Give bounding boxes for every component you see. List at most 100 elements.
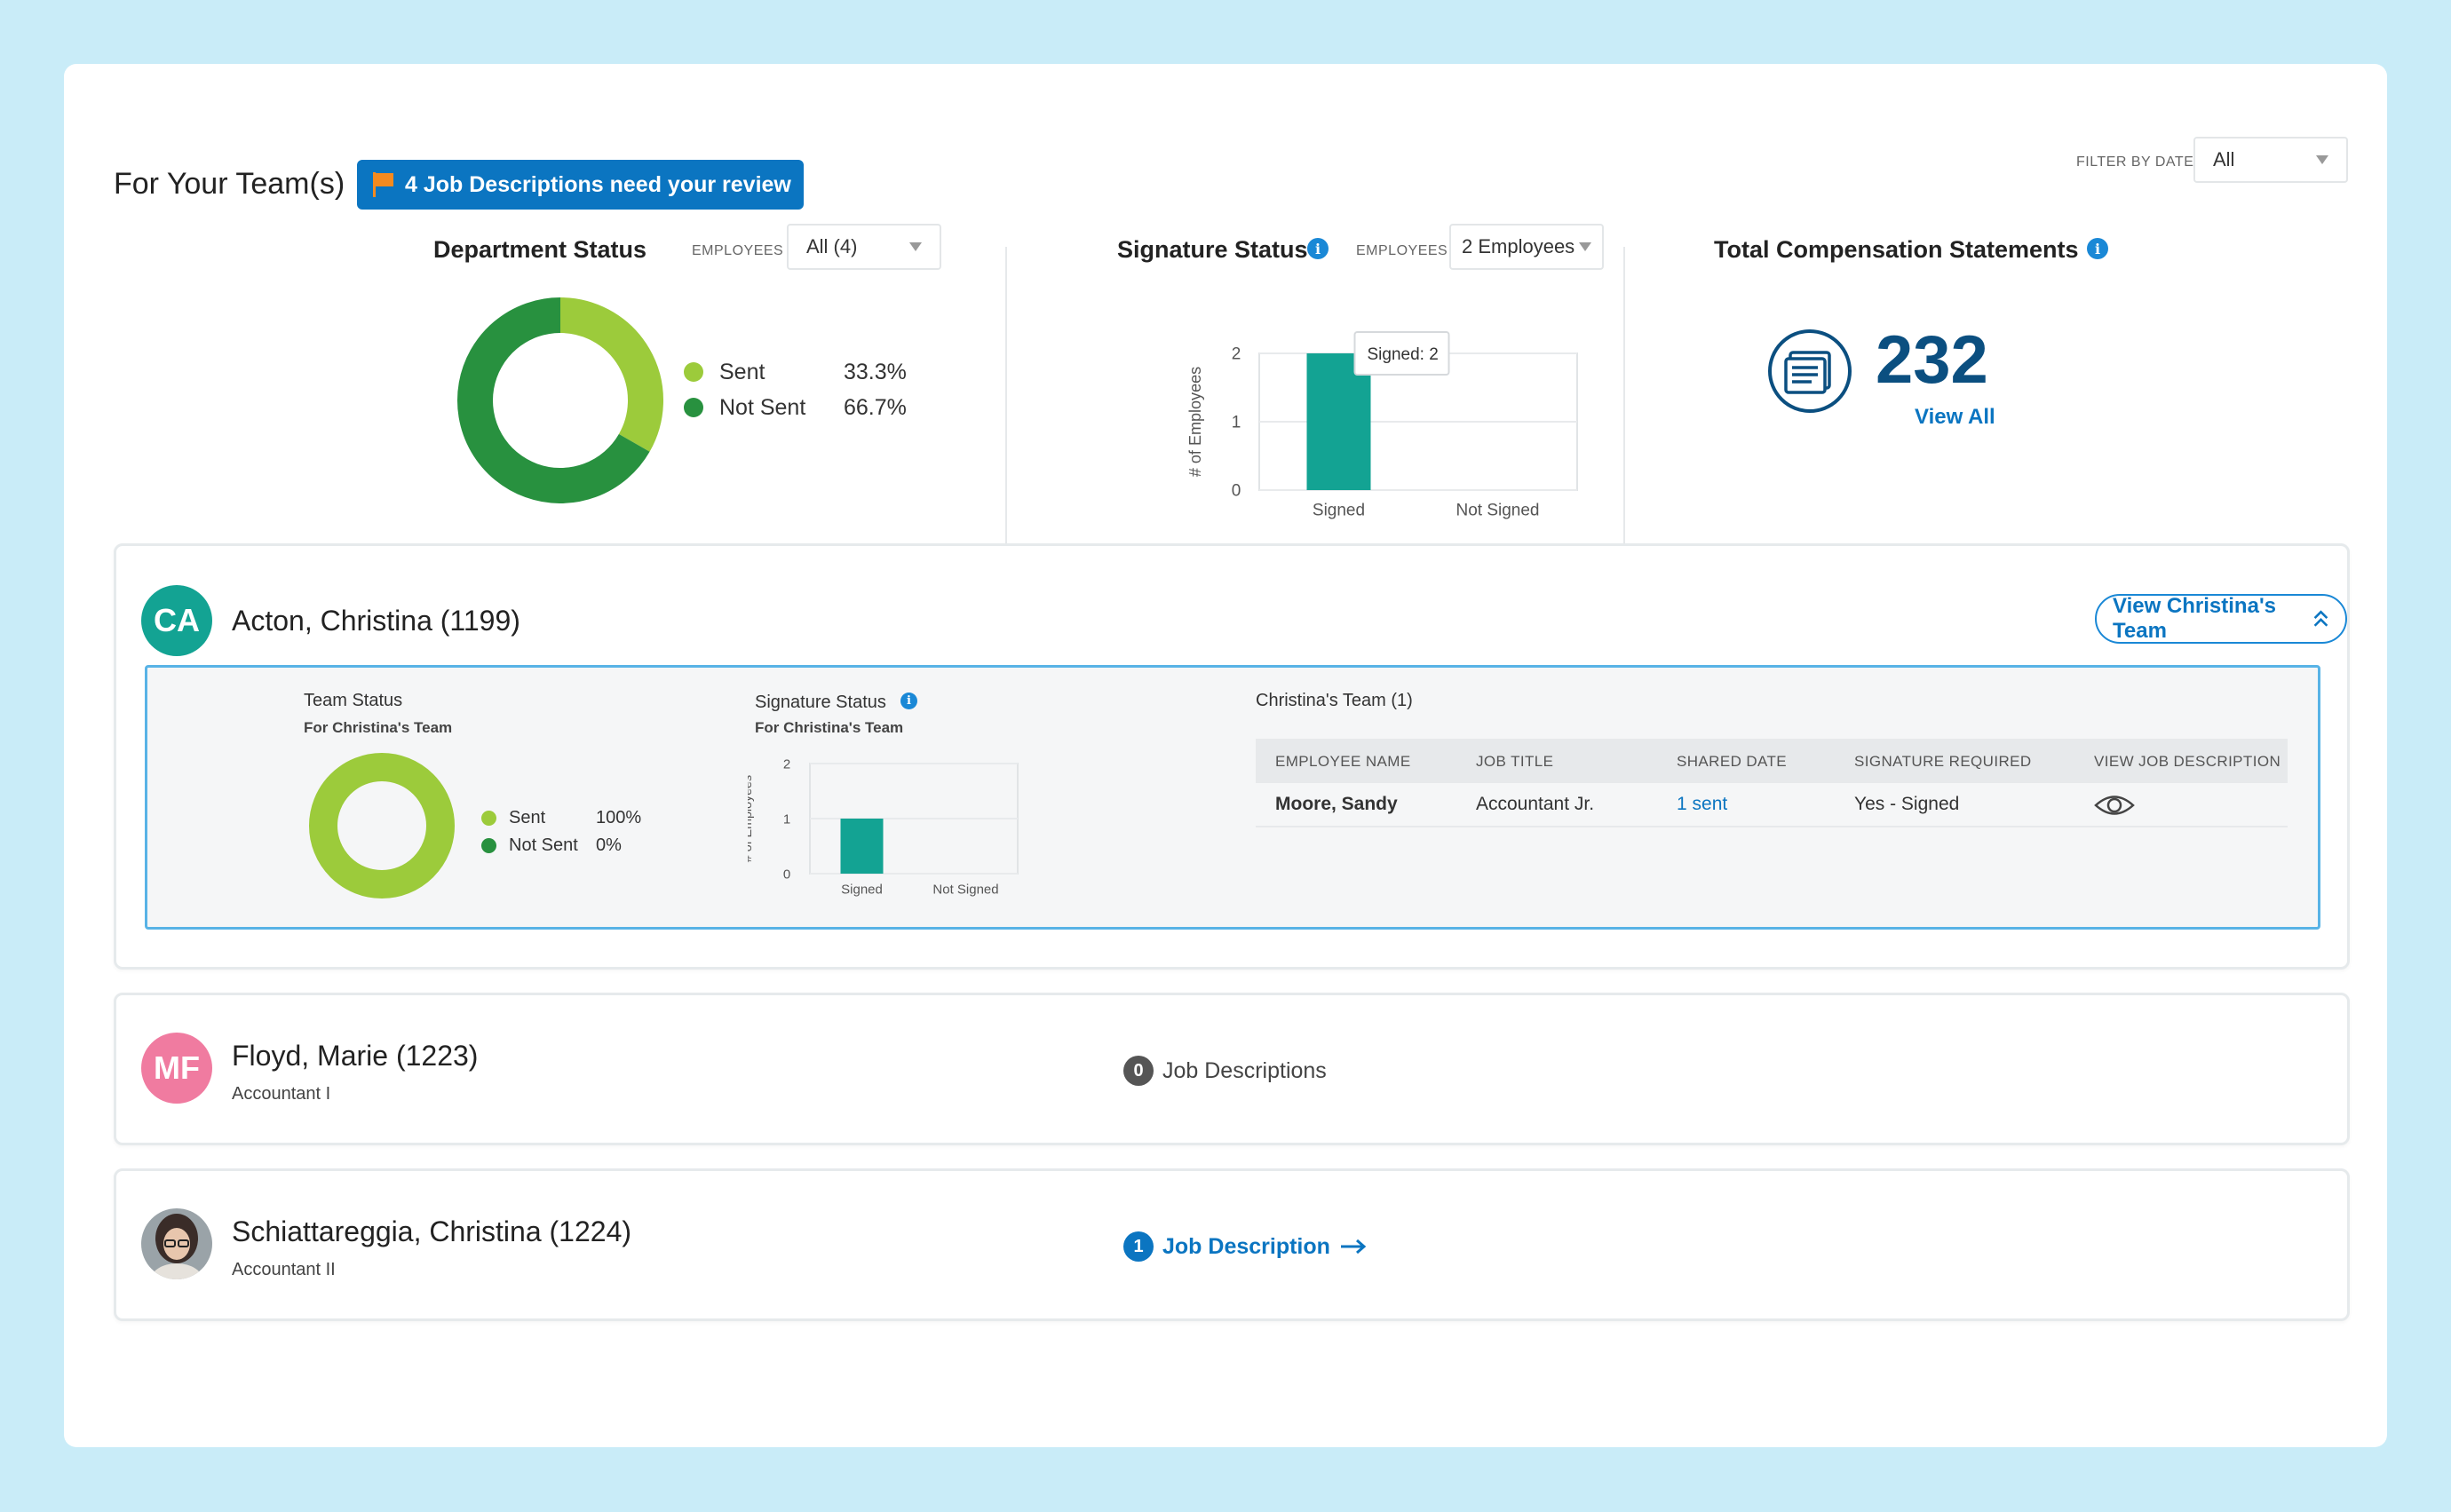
sent-dot-icon [481, 811, 496, 826]
job-descriptions-label: Job Descriptions [1162, 1057, 1327, 1083]
signature-required-cell: Yes - Signed [1854, 794, 1960, 814]
department-employees-label: EMPLOYEES [692, 243, 784, 258]
legend-item-sent: Sent 33.3% [684, 354, 907, 390]
count-badge: 0 [1123, 1056, 1154, 1086]
x-tick-label: Signed [1313, 502, 1365, 520]
team-table-header: EMPLOYEE NAME JOB TITLE SHARED DATE SIGN… [1256, 739, 2288, 783]
info-icon[interactable]: i [1307, 238, 1329, 259]
eye-icon[interactable] [2094, 792, 2135, 819]
y-tick-label: 2 [1232, 345, 1241, 364]
department-employees-select[interactable]: All (4) [787, 224, 941, 270]
review-button-label: 4 Job Descriptions need your review [405, 171, 791, 197]
department-donut-chart [457, 297, 663, 503]
legend-item-not-sent: Not Sent 66.7% [684, 390, 907, 425]
tooltip: Signed: 2 [1353, 331, 1450, 376]
job-title-cell: Accountant Jr. [1476, 794, 1595, 814]
team-status-title: Team Status [304, 691, 403, 710]
column-header: SHARED DATE [1677, 753, 1788, 770]
chevron-double-up-icon [2313, 610, 2328, 627]
column-header: EMPLOYEE NAME [1275, 753, 1411, 770]
compensation-title: Total Compensation Statements [1714, 236, 2079, 263]
view-all-link[interactable]: View All [1915, 405, 1995, 429]
signature-employees-select[interactable]: 2 Employees [1449, 224, 1604, 270]
shared-date-link[interactable]: 1 sent [1677, 794, 1728, 814]
dashboard-card: For Your Team(s) 4 Job Descriptions need… [64, 64, 2387, 1447]
bar-signed[interactable] [840, 819, 884, 874]
team-status-subtitle: For Christina's Team [304, 719, 453, 736]
team-signature-bar-chart: 0 1 2 # of Employees Signed Not Signed [748, 756, 1019, 898]
info-icon[interactable]: i [2087, 238, 2108, 259]
donut-slice-not-sent [457, 297, 650, 503]
x-tick-label: Not Signed [1456, 502, 1539, 520]
legend-value: 66.7% [844, 394, 907, 420]
view-team-label: View Christina's Team [2113, 594, 2276, 643]
legend-value: 100% [596, 808, 642, 827]
team-legend: Sent 100% Not Sent 0% [481, 804, 641, 859]
department-legend: Sent 33.3% Not Sent 66.7% [684, 354, 907, 425]
team-signature-title: Signature Status [755, 693, 886, 712]
column-header: SIGNATURE REQUIRED [1854, 753, 2032, 770]
not-sent-dot-icon [684, 398, 703, 417]
avatar: CA [141, 585, 212, 656]
sent-dot-icon [684, 362, 703, 382]
employee-panel-acton: CA Acton, Christina (1199) View Christin… [114, 543, 2350, 970]
document-icon [1768, 329, 1852, 413]
team-signature-subtitle: For Christina's Team [755, 719, 904, 736]
employee-name: Acton, Christina (1199) [232, 605, 520, 637]
employee-job-title: Accountant I [232, 1084, 331, 1104]
filter-by-date-value: All [2213, 148, 2235, 170]
count-badge: 1 [1123, 1231, 1154, 1262]
legend-value: 0% [596, 835, 622, 855]
flag-icon [373, 172, 394, 197]
y-tick-label: 2 [783, 756, 790, 772]
chevron-down-icon [2316, 155, 2328, 164]
bar-signed[interactable] [1306, 353, 1371, 490]
y-tick-label: 1 [1232, 414, 1241, 432]
y-axis-label: # of Employees [1186, 367, 1204, 477]
employee-panel-schiattareggia: Schiattareggia, Christina (1224) Account… [114, 1168, 2350, 1321]
job-description-link[interactable]: 1 Job Description [1123, 1231, 1368, 1262]
compensation-count: 232 [1876, 322, 1988, 398]
y-tick-label: 0 [1232, 482, 1241, 501]
column-header: JOB TITLE [1476, 753, 1554, 770]
donut-slice-sent [559, 297, 663, 452]
legend-item-not-sent: Not Sent 0% [481, 832, 641, 859]
view-team-button[interactable]: View Christina's Team [2095, 594, 2347, 644]
department-employees-value: All (4) [806, 235, 858, 257]
employee-panel-floyd: MF Floyd, Marie (1223) Accountant I 0 Jo… [114, 993, 2350, 1145]
department-status-title: Department Status [433, 236, 647, 263]
legend-value: 33.3% [844, 359, 907, 384]
signature-employees-value: 2 Employees [1462, 235, 1575, 257]
y-axis-label: # of Employees [748, 775, 755, 862]
info-icon[interactable]: i [900, 693, 917, 709]
legend-label: Not Sent [719, 394, 806, 420]
filter-by-date-label: FILTER BY DATE [2076, 154, 2194, 170]
divider [1005, 247, 1007, 563]
x-tick-label: Not Signed [932, 883, 998, 898]
x-tick-label: Signed [841, 883, 883, 898]
employee-name-cell: Moore, Sandy [1275, 794, 1398, 814]
avatar-photo [141, 1208, 212, 1279]
chevron-down-icon [909, 242, 922, 251]
page-title: For Your Team(s) [114, 167, 345, 201]
employee-job-title: Accountant II [232, 1260, 336, 1279]
tooltip-text: Signed: 2 [1368, 345, 1439, 364]
filter-by-date-select[interactable]: All [2193, 137, 2348, 183]
team-details-panel: Team Status For Christina's Team Sent 10… [145, 665, 2320, 930]
divider [1623, 247, 1625, 563]
legend-label: Not Sent [509, 835, 578, 855]
table-row: Moore, Sandy Accountant Jr. 1 sent Yes -… [1256, 783, 2288, 827]
signature-status-title: Signature Status [1117, 236, 1308, 263]
job-descriptions-count: 0 Job Descriptions [1123, 1056, 1327, 1086]
column-header: VIEW JOB DESCRIPTION [2094, 753, 2281, 770]
review-job-descriptions-button[interactable]: 4 Job Descriptions need your review [357, 160, 804, 210]
y-tick-label: 1 [783, 811, 790, 827]
legend-item-sent: Sent 100% [481, 804, 641, 832]
chevron-down-icon [1579, 242, 1591, 251]
signature-bar-chart: 0 1 2 # of Employees Signed Not Signed Signed:… [1186, 331, 1578, 520]
legend-label: Sent [719, 359, 765, 384]
y-tick-label: 0 [783, 867, 790, 882]
employee-name: Schiattareggia, Christina (1224) [232, 1215, 632, 1247]
donut-slice-sent [309, 753, 455, 898]
legend-label: Sent [509, 808, 546, 827]
